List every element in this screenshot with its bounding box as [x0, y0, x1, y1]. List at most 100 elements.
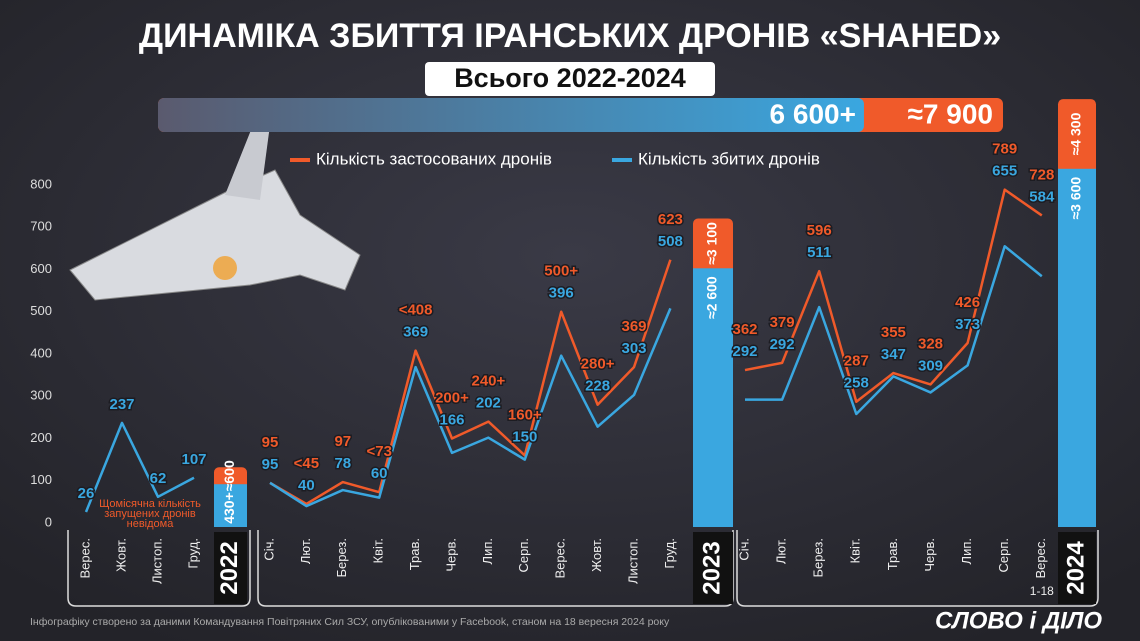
overall-downed-bar — [158, 98, 864, 132]
downed-value-label: 347 — [881, 346, 906, 363]
downed-value-label: 78 — [334, 455, 351, 472]
group-bracket — [736, 530, 1099, 607]
x-tick-label: Листоп. — [149, 538, 164, 584]
series-line — [84, 421, 195, 513]
x-tick-label: Верес. — [1033, 538, 1048, 578]
year-label: 2023 — [698, 541, 725, 594]
x-tick-label: Листоп. — [625, 538, 640, 584]
downed-value-label: 107 — [181, 451, 206, 468]
x-tick-label: Трав. — [407, 538, 422, 570]
logo: СЛОВО і ДІЛО — [935, 607, 1102, 634]
footnote: Інфографіку створено за даними Командува… — [30, 616, 670, 628]
x-tick-label: Лют. — [298, 538, 313, 564]
downed-value-label: 373 — [955, 316, 980, 333]
downed-value-label: 258 — [844, 375, 869, 392]
downed-value-label: 292 — [732, 343, 757, 360]
launched-value-label: 369 — [621, 318, 646, 335]
year-label: 2024 — [1062, 541, 1089, 595]
downed-value-label: 369 — [403, 324, 428, 341]
launched-value-label: 500+ — [544, 263, 578, 280]
launched-value-label: <408 — [399, 302, 433, 319]
subtitle: Всього 2022-2024 — [454, 63, 686, 93]
year-total-launched-label: ≈3 100 — [704, 222, 720, 265]
launched-value-label: <73 — [366, 443, 391, 460]
downed-value-label: 237 — [109, 396, 134, 413]
launched-value-label: 426 — [955, 294, 980, 311]
launched-value-label: 95 — [262, 434, 279, 451]
x-tick-label: Верес. — [77, 538, 92, 578]
launched-value-label: 328 — [918, 335, 943, 352]
year-total-downed — [214, 484, 247, 527]
year-box — [693, 532, 733, 604]
downed-value-label: 655 — [992, 163, 1017, 180]
x-tick-label: Лют. — [774, 538, 789, 564]
launched-value-label: 379 — [770, 314, 795, 331]
launched-value-label: 97 — [334, 433, 351, 450]
downed-value-label: 40 — [298, 477, 315, 494]
year-box — [214, 532, 247, 604]
x-tick-label: Берез. — [811, 538, 826, 578]
downed-value-label: 95 — [262, 456, 279, 473]
group-bracket — [67, 530, 251, 607]
series-line — [269, 307, 672, 508]
downed-value-label: 166 — [439, 411, 464, 428]
x-tick-label: Черв. — [443, 538, 458, 572]
year-total-launched-label: ≈4 300 — [1068, 112, 1084, 155]
legend-label: Кількість збитих дронів — [638, 149, 820, 168]
downed-value-label: 150 — [512, 428, 537, 445]
y-tick-label: 400 — [30, 345, 52, 360]
x-tick-label: Жовт. — [113, 538, 128, 572]
series-line — [745, 245, 1043, 416]
note: невідома — [127, 518, 175, 530]
year-total-downed — [1058, 168, 1096, 528]
downed-value-label: 292 — [770, 336, 795, 353]
launched-value-label: 728 — [1029, 166, 1054, 183]
x-tick-label: Квіт. — [848, 538, 863, 564]
y-tick-label: 500 — [30, 303, 52, 318]
subtitle-box — [425, 62, 715, 96]
x-tick-label: Лип. — [480, 538, 495, 564]
y-tick-label: 0 — [45, 514, 52, 529]
downed-value-label: 309 — [918, 357, 943, 374]
note: Щомісячна кількість — [99, 498, 201, 510]
y-tick-label: 300 — [30, 388, 52, 403]
y-tick-label: 700 — [30, 219, 52, 234]
downed-value-label: 303 — [621, 340, 646, 357]
year-total-downed — [693, 268, 733, 527]
launched-value-label: <45 — [294, 455, 319, 472]
x-tick-label: Серп. — [516, 538, 531, 573]
x-tick-label: Січ. — [736, 538, 751, 561]
x-tick-label: Верес. — [553, 538, 568, 578]
overall-launched-label: ≈7 900 — [908, 98, 993, 129]
launched-value-label: 240+ — [472, 373, 506, 390]
launched-value-label: 355 — [881, 324, 906, 341]
launched-value-label: 287 — [844, 353, 869, 370]
downed-value-label: 60 — [371, 465, 388, 482]
year-total-downed-label: ≈3 600 — [1068, 177, 1084, 220]
x-tick-label: Серп. — [996, 538, 1011, 573]
launched-value-label: 280+ — [581, 356, 615, 373]
x-tick-label: Трав. — [885, 538, 900, 570]
x-note: 1-18 — [1030, 584, 1054, 598]
launched-value-label: 789 — [992, 141, 1017, 158]
downed-value-label: 511 — [807, 244, 831, 261]
launched-value-label: 160+ — [508, 406, 542, 423]
series-line — [269, 259, 672, 506]
y-tick-label: 200 — [30, 430, 52, 445]
downed-value-label: 228 — [585, 378, 610, 395]
drone-illustration — [69, 120, 361, 301]
y-tick-label: 100 — [30, 472, 52, 487]
x-tick-label: Берез. — [334, 538, 349, 578]
x-tick-label: Січ. — [261, 538, 276, 561]
x-tick-label: Квіт. — [371, 538, 386, 564]
launched-value-label: 596 — [807, 222, 832, 239]
x-tick-label: Лип. — [959, 538, 974, 564]
year-box — [1058, 532, 1096, 604]
year-label: 2022 — [216, 541, 243, 594]
y-tick-label: 800 — [30, 176, 52, 191]
launched-value-label: 362 — [732, 321, 757, 338]
x-tick-label: Груд. — [185, 538, 200, 569]
year-total-downed-label: ≈2 600 — [704, 276, 720, 319]
downed-value-label: 26 — [78, 485, 95, 502]
